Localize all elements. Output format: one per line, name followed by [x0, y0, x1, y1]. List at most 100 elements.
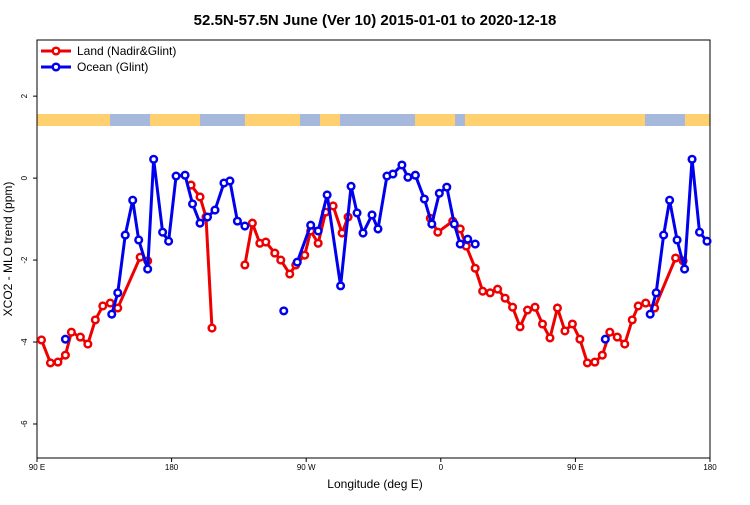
data-point: [659, 230, 669, 240]
data-point: [522, 305, 533, 315]
data-point: [575, 334, 585, 344]
data-point: [397, 160, 407, 170]
x-tick-label: 0: [439, 463, 444, 472]
data-point: [687, 154, 697, 164]
y-tick-label: -6: [20, 420, 29, 428]
data-point: [600, 334, 610, 344]
data-point: [694, 227, 705, 237]
data-point: [45, 358, 56, 368]
data-point: [285, 269, 295, 279]
data-point: [171, 171, 181, 181]
x-tick-label: 180: [703, 463, 717, 472]
data-point: [645, 309, 655, 319]
data-point: [120, 230, 130, 240]
data-point: [107, 309, 117, 319]
data-point: [149, 154, 159, 164]
data-point: [605, 327, 615, 337]
data-point: [470, 263, 480, 273]
data-point: [358, 228, 368, 238]
y-tick-label: 0: [20, 175, 29, 180]
data-point: [261, 237, 271, 247]
data-point: [427, 219, 437, 229]
data-point: [53, 357, 63, 367]
data-point: [455, 239, 465, 249]
data-point: [590, 357, 600, 367]
data-point: [702, 236, 712, 246]
data-point: [545, 333, 555, 343]
data-point: [410, 170, 420, 180]
data-point: [300, 250, 310, 260]
data-point: [552, 303, 563, 313]
data-point: [195, 192, 205, 202]
data-point: [651, 288, 661, 298]
x-tick-label: 180: [165, 463, 179, 472]
data-point: [493, 284, 503, 294]
data-point: [187, 199, 198, 209]
data-point: [346, 181, 356, 191]
data-point: [337, 228, 347, 238]
data-point: [279, 306, 289, 316]
y-tick-label: 2: [20, 93, 29, 98]
data-point: [463, 234, 473, 244]
data-point: [105, 298, 115, 308]
legend-marker: [51, 62, 61, 72]
data-point: [582, 358, 592, 368]
legend-marker: [51, 46, 61, 56]
map-strip: [37, 114, 710, 126]
data-point: [60, 350, 70, 360]
data-point: [403, 172, 413, 182]
data-point: [98, 301, 108, 311]
data-point: [388, 169, 398, 179]
legend-label: Ocean (Glint): [77, 60, 148, 74]
data-point: [90, 315, 100, 325]
data-point: [442, 182, 452, 192]
data-point: [665, 195, 675, 205]
data-point: [322, 190, 332, 200]
data-point: [672, 235, 682, 245]
x-tick-label: 90 E: [29, 463, 45, 472]
data-point: [180, 170, 190, 180]
legend-label: Land (Nadir&Glint): [77, 44, 176, 58]
data-point: [128, 195, 138, 205]
data-point: [210, 205, 220, 215]
data-point: [515, 322, 525, 332]
y-axis-label: XCO2 - MLO trend (ppm): [1, 182, 15, 317]
chart-title: 52.5N-57.5N June (Ver 10) 2015-01-01 to …: [194, 12, 557, 29]
data-point: [500, 293, 510, 303]
data-point: [207, 323, 217, 333]
data-point: [202, 212, 213, 222]
data-point: [597, 350, 607, 360]
data-point: [680, 264, 690, 274]
data-point: [537, 319, 548, 329]
data-point: [419, 194, 429, 204]
data-point: [620, 339, 630, 349]
data-point: [164, 236, 174, 246]
data-point: [328, 201, 338, 211]
y-tick-label: -4: [20, 338, 29, 346]
data-point: [567, 319, 577, 329]
data-point: [240, 260, 250, 270]
data-point: [225, 176, 235, 186]
data-point: [485, 288, 495, 298]
data-point: [270, 248, 280, 258]
data-point: [60, 334, 70, 344]
data-point: [352, 208, 362, 218]
data-point: [66, 327, 76, 337]
data-point: [195, 218, 205, 228]
data-point: [313, 238, 323, 248]
data-point: [508, 302, 518, 312]
data-point: [633, 301, 643, 311]
data-point: [36, 335, 47, 345]
data-point: [336, 281, 346, 291]
data-point: [671, 253, 681, 263]
x-axis-label: Longitude (deg E): [327, 477, 422, 491]
data-point: [113, 288, 123, 298]
x-tick-label: 90 E: [567, 463, 583, 472]
data-point: [478, 286, 488, 296]
data-point: [627, 315, 637, 325]
data-point: [134, 235, 144, 245]
data-point: [292, 257, 302, 267]
data-point: [306, 220, 316, 230]
